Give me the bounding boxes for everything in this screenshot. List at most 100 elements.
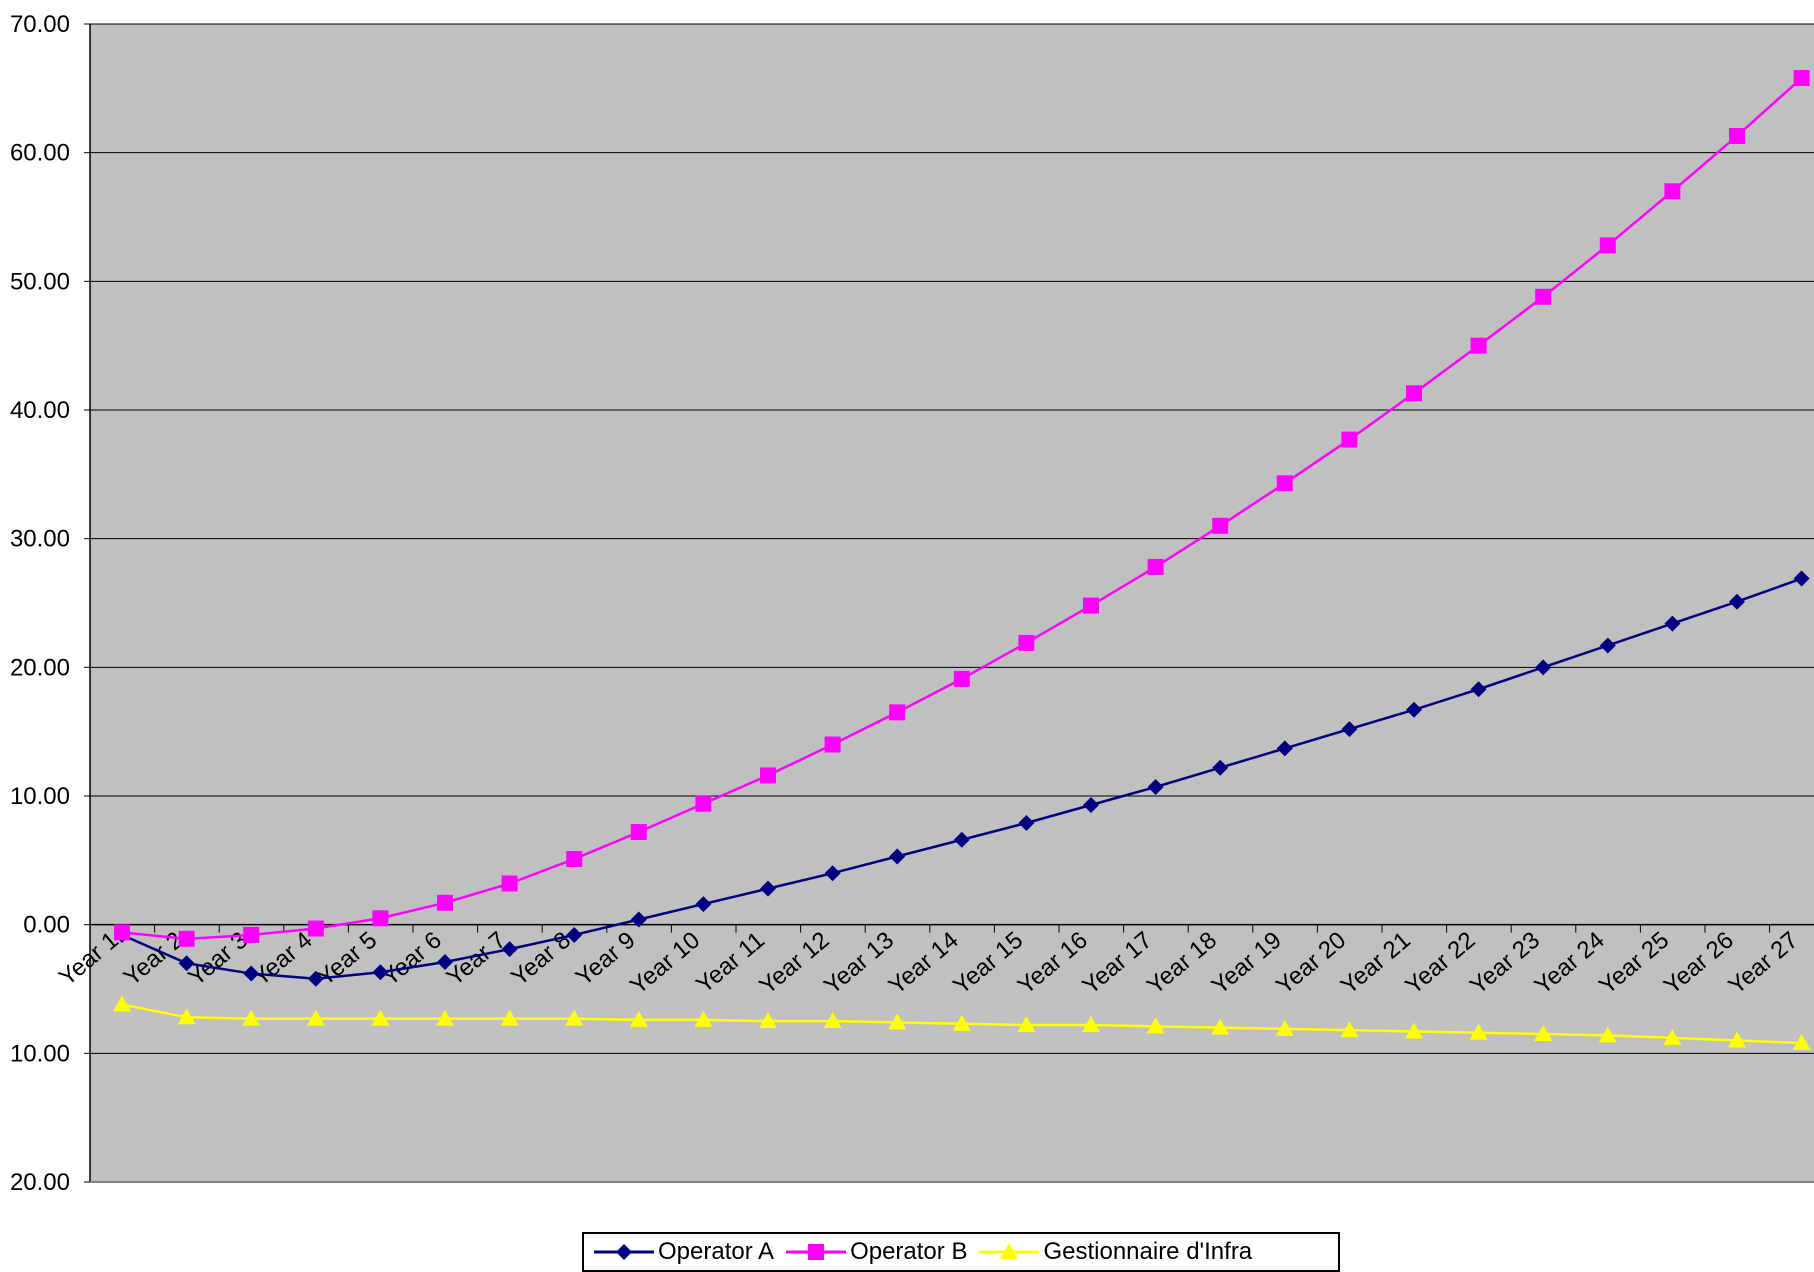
legend-label-operator-b: Operator B <box>850 1238 968 1265</box>
data-point-triangle <box>694 1010 713 1027</box>
data-point-triangle <box>1792 1034 1811 1051</box>
data-point-diamond <box>178 955 195 972</box>
data-point-square <box>1341 431 1358 448</box>
data-point-triangle <box>1663 1028 1682 1045</box>
data-point-diamond <box>372 964 389 981</box>
data-point-diamond <box>1599 637 1616 654</box>
data-point-triangle <box>1211 1018 1230 1035</box>
data-point-triangle <box>371 1009 390 1026</box>
plot-area <box>90 24 1814 1182</box>
data-point-triangle <box>1275 1019 1294 1036</box>
data-point-diamond <box>1664 615 1681 632</box>
data-point-triangle <box>565 1009 584 1026</box>
y-tick-label: 10.00 <box>10 783 70 810</box>
y-tick-label: 0.00 <box>23 912 70 939</box>
data-point-square <box>372 910 389 927</box>
data-point-triangle <box>242 1009 261 1026</box>
y-tick-label: 50.00 <box>10 268 70 295</box>
diamond-marker-icon <box>594 1244 654 1260</box>
data-point-diamond <box>695 896 712 913</box>
data-point-triangle <box>888 1013 907 1030</box>
data-point-square <box>1793 70 1810 87</box>
data-point-triangle <box>1534 1025 1553 1042</box>
data-point-triangle <box>113 995 131 1012</box>
data-point-square <box>630 824 647 841</box>
data-point-diamond <box>1729 593 1745 610</box>
data-point-square <box>114 924 130 941</box>
data-point-triangle <box>1405 1022 1423 1039</box>
data-point-square <box>1018 634 1035 651</box>
legend-label-gestionnaire: Gestionnaire d'Infra <box>1043 1238 1253 1265</box>
data-point-triangle <box>759 1012 777 1029</box>
data-point-triangle <box>177 1008 196 1025</box>
y-tick-label: 20.00 <box>10 1169 70 1196</box>
legend-label-operator-a: Operator A <box>658 1238 775 1265</box>
data-point-square <box>437 894 453 911</box>
data-point-diamond <box>1793 570 1810 587</box>
data-point-square <box>243 926 260 943</box>
y-tick-label: 60.00 <box>10 140 70 167</box>
data-point-square <box>178 930 195 947</box>
legend-item-operator-a: Operator A <box>594 1238 774 1266</box>
data-point-square <box>1729 127 1745 144</box>
data-point-diamond <box>1276 740 1293 757</box>
y-tick-label: 20.00 <box>10 654 70 681</box>
data-point-square <box>1212 517 1229 534</box>
data-point-square <box>1147 558 1164 575</box>
data-point-triangle <box>500 1009 519 1026</box>
data-point-diamond <box>1470 681 1487 698</box>
data-point-square <box>824 736 841 753</box>
data-point-triangle <box>1598 1026 1617 1043</box>
data-point-diamond <box>1406 701 1422 718</box>
data-point-square <box>1276 475 1293 492</box>
data-point-diamond <box>501 941 518 958</box>
legend-item-operator-b: Operator B <box>786 1238 967 1266</box>
data-point-diamond <box>1147 778 1164 795</box>
y-tick-label: 70.00 <box>10 11 70 38</box>
data-point-triangle <box>629 1010 648 1027</box>
data-point-triangle <box>306 1009 325 1026</box>
data-point-triangle <box>1340 1021 1359 1038</box>
data-point-triangle <box>1146 1017 1165 1034</box>
data-point-square <box>953 670 970 687</box>
data-point-square <box>1535 288 1552 305</box>
data-point-diamond <box>437 953 453 970</box>
data-point-triangle <box>1082 1016 1100 1033</box>
data-point-square <box>695 795 712 812</box>
data-point-square <box>889 704 906 721</box>
data-point-square <box>1470 337 1487 354</box>
data-point-diamond <box>760 880 776 897</box>
data-point-diamond <box>1212 759 1229 776</box>
data-point-diamond <box>889 848 906 865</box>
data-point-square <box>1599 237 1616 254</box>
data-point-diamond <box>1018 815 1035 832</box>
data-point-square <box>1664 183 1681 200</box>
data-point-triangle <box>436 1009 454 1026</box>
y-tick-label: 10.00 <box>10 1040 70 1067</box>
legend: Operator A Operator B Gestionnaire d'Inf… <box>582 1232 1340 1272</box>
data-point-square <box>1406 385 1422 402</box>
data-point-diamond <box>1535 659 1552 676</box>
data-point-triangle <box>823 1012 842 1029</box>
data-point-triangle <box>1469 1023 1488 1040</box>
data-point-triangle <box>1017 1016 1036 1033</box>
data-point-square <box>307 920 324 937</box>
y-tick-label: 30.00 <box>10 526 70 553</box>
data-point-square <box>760 767 776 784</box>
data-point-diamond <box>824 865 841 882</box>
triangle-marker-icon <box>979 1243 1040 1259</box>
data-point-diamond <box>1083 797 1099 814</box>
data-point-diamond <box>1341 721 1358 738</box>
data-point-triangle <box>1728 1031 1746 1048</box>
square-marker-icon <box>786 1244 847 1260</box>
y-axis: 70.00 60.00 50.00 40.00 30.00 20.00 10.00 0.00 1… <box>10 11 1814 1196</box>
data-point-diamond <box>307 970 324 987</box>
data-point-square <box>501 875 518 892</box>
data-point-diamond <box>566 926 583 943</box>
data-point-square <box>566 851 583 868</box>
data-point-diamond <box>953 831 970 848</box>
data-point-square <box>1083 597 1099 614</box>
y-tick-label: 40.00 <box>10 397 70 424</box>
data-point-diamond <box>630 911 647 928</box>
